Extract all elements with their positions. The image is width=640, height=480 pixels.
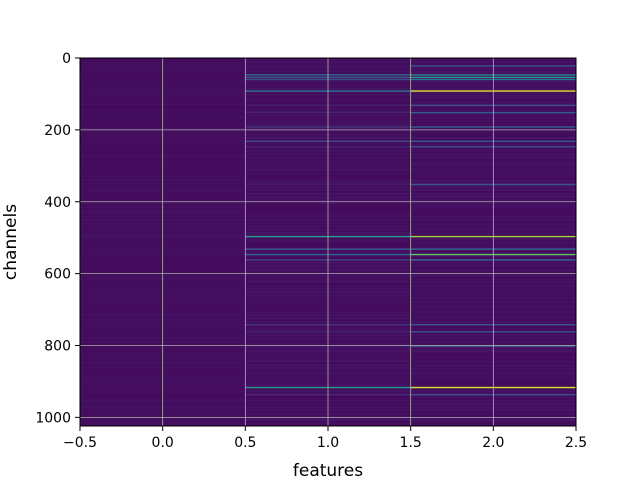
y-axis-label: channels: [1, 204, 21, 280]
x-tick-label: 0.5: [234, 435, 256, 451]
y-tick-label: 800: [44, 339, 71, 355]
x-tick-label: −0.5: [63, 435, 97, 451]
x-tick-label: 1.5: [400, 435, 422, 451]
y-axis-ticks: 0 200 400 600 800 1000: [35, 51, 80, 426]
y-tick-label: 200: [44, 123, 71, 139]
x-axis-ticks: −0.5 0.0 0.5 1.0 1.5 2.0 2.5: [63, 426, 587, 451]
x-tick-label: 1.0: [317, 435, 339, 451]
x-tick-label: 2.0: [482, 435, 504, 451]
y-tick-label: 600: [44, 267, 71, 283]
x-tick-label: 0.0: [152, 435, 174, 451]
y-tick-label: 0: [62, 51, 71, 67]
y-tick-label: 1000: [35, 410, 71, 426]
x-axis-label: features: [293, 461, 363, 480]
x-tick-label: 2.5: [565, 435, 587, 451]
y-tick-label: 400: [44, 195, 71, 211]
